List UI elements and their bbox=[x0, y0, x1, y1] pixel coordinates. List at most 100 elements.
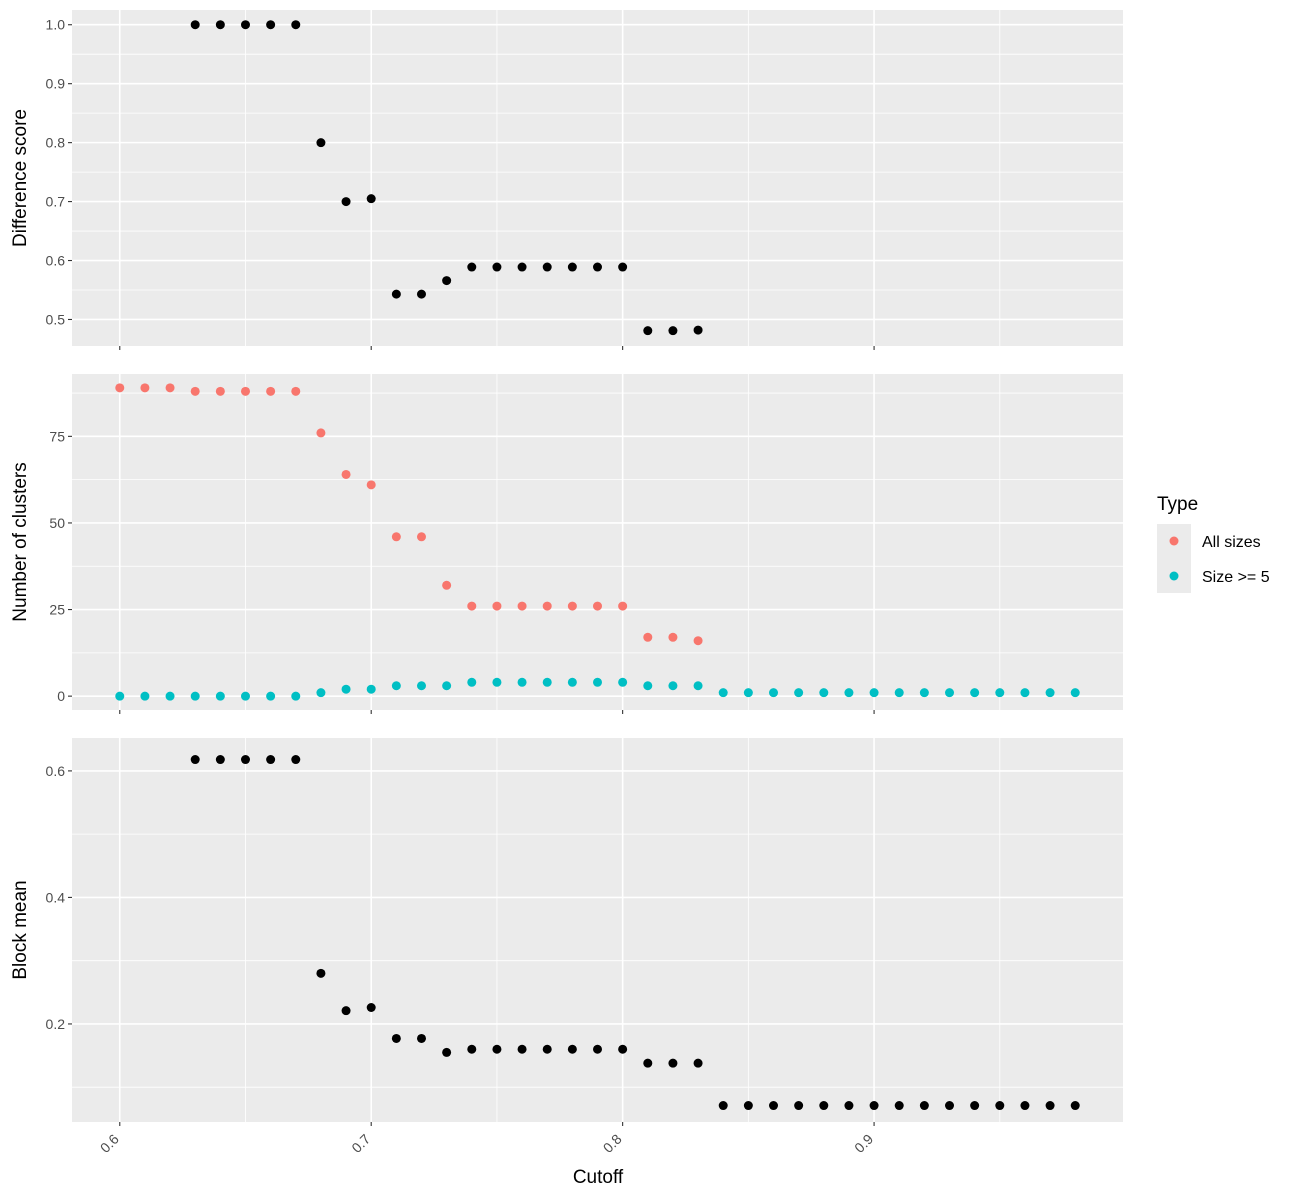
data-point bbox=[517, 677, 527, 687]
legend-key-all-sizes bbox=[1169, 536, 1179, 546]
data-point bbox=[316, 428, 326, 438]
y-tick-label: 25 bbox=[49, 602, 65, 618]
data-point bbox=[467, 262, 477, 272]
data-point bbox=[718, 1101, 728, 1111]
panel-2: 0 25 50 75 Number of clusters bbox=[10, 374, 1123, 714]
data-point bbox=[341, 684, 351, 694]
data-point bbox=[416, 532, 426, 542]
data-point bbox=[341, 197, 351, 207]
y-tick-label: 0.5 bbox=[46, 311, 66, 327]
data-point bbox=[291, 755, 301, 765]
data-point bbox=[366, 684, 376, 694]
data-point bbox=[366, 1002, 376, 1012]
data-point bbox=[542, 601, 552, 611]
data-point bbox=[819, 688, 829, 698]
y-tick-label: 0.6 bbox=[46, 253, 66, 269]
data-point bbox=[266, 691, 276, 701]
data-point bbox=[794, 688, 804, 698]
series-2 bbox=[115, 677, 1080, 701]
data-point bbox=[266, 20, 276, 30]
y-tick-label: 0 bbox=[57, 688, 65, 704]
data-point bbox=[618, 262, 628, 272]
panel-background bbox=[72, 10, 1123, 346]
data-point bbox=[115, 691, 125, 701]
data-point bbox=[366, 194, 376, 204]
data-point bbox=[643, 1058, 653, 1068]
y-tick-label: 1.0 bbox=[46, 17, 66, 33]
data-point bbox=[567, 1044, 577, 1054]
data-point bbox=[190, 20, 200, 30]
data-point bbox=[140, 383, 150, 393]
data-point bbox=[819, 1101, 829, 1111]
data-point bbox=[567, 262, 577, 272]
data-point bbox=[1045, 688, 1055, 698]
data-point bbox=[618, 601, 628, 611]
y-axis-title: Block mean bbox=[10, 880, 31, 979]
data-point bbox=[919, 1101, 929, 1111]
data-point bbox=[844, 688, 854, 698]
data-point bbox=[970, 1101, 980, 1111]
legend-key-background bbox=[1157, 524, 1191, 593]
series-1 bbox=[190, 755, 1080, 1111]
data-point bbox=[542, 1044, 552, 1054]
y-tick-label: 50 bbox=[49, 515, 65, 531]
y-axis-title: Number of clusters bbox=[10, 462, 31, 621]
data-point bbox=[215, 20, 225, 30]
data-point bbox=[693, 325, 703, 335]
data-point bbox=[391, 681, 401, 691]
data-point bbox=[567, 601, 577, 611]
data-point bbox=[341, 469, 351, 479]
data-point bbox=[416, 289, 426, 299]
data-point bbox=[1045, 1101, 1055, 1111]
data-point bbox=[467, 601, 477, 611]
data-point bbox=[593, 677, 602, 687]
data-point bbox=[240, 691, 250, 701]
data-point bbox=[618, 1044, 628, 1054]
data-point bbox=[769, 688, 779, 698]
data-point bbox=[995, 688, 1005, 698]
y-tick-label: 0.9 bbox=[46, 76, 66, 92]
legend-label-size-ge-5: Size >= 5 bbox=[1202, 569, 1270, 586]
data-point bbox=[240, 386, 250, 396]
y-tick-label: 0.2 bbox=[46, 1016, 66, 1032]
data-point bbox=[316, 688, 326, 698]
data-point bbox=[467, 1044, 477, 1054]
data-point bbox=[492, 1044, 502, 1054]
data-point bbox=[190, 386, 200, 396]
data-point bbox=[643, 326, 653, 336]
data-point bbox=[668, 326, 678, 336]
data-point bbox=[693, 636, 703, 646]
data-point bbox=[492, 601, 502, 611]
series-1 bbox=[115, 383, 703, 646]
data-point bbox=[693, 681, 703, 691]
data-point bbox=[291, 691, 301, 701]
data-point bbox=[115, 383, 125, 393]
data-point bbox=[517, 1044, 527, 1054]
data-point bbox=[668, 1058, 678, 1068]
x-axis-title: Cutoff bbox=[573, 1167, 624, 1188]
data-point bbox=[869, 688, 879, 698]
data-point bbox=[970, 688, 980, 698]
data-point bbox=[643, 681, 653, 691]
panel-1: 0.5 0.6 0.7 0.8 0.9 1.0 Difference score bbox=[10, 10, 1123, 350]
data-point bbox=[366, 480, 376, 490]
data-point bbox=[442, 580, 452, 590]
data-point bbox=[1070, 1101, 1080, 1111]
data-point bbox=[190, 755, 200, 765]
data-point bbox=[467, 677, 477, 687]
data-point bbox=[492, 262, 502, 272]
data-point bbox=[391, 1033, 401, 1043]
data-point bbox=[945, 1101, 955, 1111]
data-point bbox=[291, 386, 301, 396]
data-point bbox=[391, 289, 401, 299]
data-point bbox=[492, 677, 502, 687]
y-tick-label: 0.8 bbox=[46, 135, 66, 151]
data-point bbox=[542, 677, 552, 687]
data-point bbox=[542, 262, 552, 272]
data-point bbox=[1020, 688, 1030, 698]
data-point bbox=[668, 632, 678, 642]
y-tick-label: 0.4 bbox=[46, 889, 66, 905]
data-point bbox=[190, 691, 200, 701]
legend-title: Type bbox=[1157, 494, 1198, 515]
